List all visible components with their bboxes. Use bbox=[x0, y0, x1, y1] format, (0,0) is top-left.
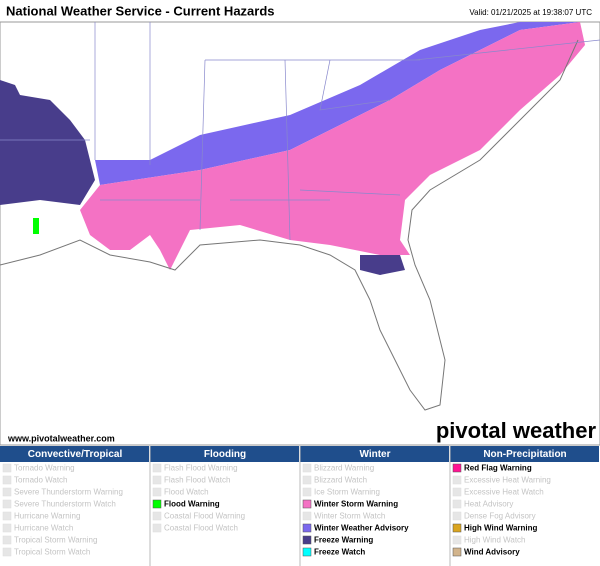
legend-swatch bbox=[302, 523, 312, 533]
legend-swatch bbox=[302, 511, 312, 521]
flood-warning-area bbox=[33, 218, 39, 234]
legend-label: Hurricane Watch bbox=[14, 524, 73, 533]
legend-label: Flash Flood Warning bbox=[164, 464, 238, 473]
legend-swatch bbox=[302, 463, 312, 473]
freeze-warning-area bbox=[0, 80, 95, 205]
legend-swatch bbox=[302, 487, 312, 497]
legend-label: Hurricane Warning bbox=[14, 512, 80, 521]
legend-label: Heat Advisory bbox=[464, 500, 513, 509]
legend-swatch bbox=[452, 499, 462, 509]
map bbox=[0, 21, 600, 446]
legend-label: Flood Watch bbox=[164, 488, 209, 497]
legend-swatch bbox=[152, 463, 162, 473]
legend-swatch bbox=[152, 487, 162, 497]
valid-time: Valid: 01/21/2025 at 19:38:07 UTC bbox=[469, 8, 592, 17]
legend-label: Tornado Warning bbox=[14, 464, 75, 473]
legend-swatch bbox=[152, 475, 162, 485]
legend-swatch bbox=[2, 535, 12, 545]
legend-title: Winter bbox=[359, 449, 390, 460]
legend-swatch bbox=[302, 499, 312, 509]
legend-swatch bbox=[452, 487, 462, 497]
legend-label: Freeze Warning bbox=[314, 536, 373, 545]
coastline bbox=[0, 39, 579, 411]
legend-swatch bbox=[2, 511, 12, 521]
legend-header bbox=[0, 446, 149, 462]
legend-swatch bbox=[302, 475, 312, 485]
legend: Convective/Tropical Tornado Warning Tornad… bbox=[0, 446, 599, 566]
legend-label: Tropical Storm Watch bbox=[14, 548, 90, 557]
legend-swatch bbox=[2, 499, 12, 509]
legend-label: Blizzard Warning bbox=[314, 464, 374, 473]
legend-swatch bbox=[152, 499, 162, 509]
legend-label: Flash Flood Watch bbox=[164, 476, 230, 485]
legend-swatch bbox=[302, 547, 312, 557]
advisory-area bbox=[95, 22, 580, 185]
legend-label: Winter Storm Watch bbox=[314, 512, 385, 521]
title: National Weather Service - Current Hazar… bbox=[6, 3, 275, 18]
legend-swatch bbox=[302, 535, 312, 545]
legend-label: Excessive Heat Warning bbox=[464, 476, 551, 485]
legend-label: Coastal Flood Warning bbox=[164, 512, 245, 521]
legend-swatch bbox=[152, 511, 162, 521]
legend-label: Blizzard Watch bbox=[314, 476, 367, 485]
legend-label: Tornado Watch bbox=[14, 476, 68, 485]
legend-swatch bbox=[452, 547, 462, 557]
legend-title: Convective/Tropical bbox=[28, 449, 123, 460]
logo: pivotal weather bbox=[436, 418, 597, 443]
legend-label: Excessive Heat Watch bbox=[464, 488, 544, 497]
legend-title: Non-Precipitation bbox=[483, 449, 566, 460]
legend-label: Freeze Watch bbox=[314, 548, 365, 557]
legend-label: Ice Storm Warning bbox=[314, 488, 380, 497]
website: www.pivotalweather.com bbox=[7, 433, 115, 443]
legend-swatch bbox=[452, 523, 462, 533]
legend-label: High Wind Warning bbox=[464, 524, 538, 533]
legend-label: Tropical Storm Warning bbox=[14, 536, 97, 545]
state-boundaries bbox=[0, 22, 600, 241]
legend-swatch bbox=[2, 475, 12, 485]
legend-label: Winter Weather Advisory bbox=[314, 524, 409, 533]
legend-swatch bbox=[452, 511, 462, 521]
legend-swatch bbox=[2, 463, 12, 473]
legend-label: Dense Fog Advisory bbox=[464, 512, 536, 521]
legend-label: High Wind Watch bbox=[464, 536, 526, 545]
legend-swatch bbox=[452, 463, 462, 473]
legend-header bbox=[300, 446, 449, 462]
legend-swatch bbox=[452, 475, 462, 485]
legend-label: Flood Warning bbox=[164, 500, 220, 509]
legend-swatch bbox=[452, 535, 462, 545]
legend-label: Red Flag Warning bbox=[464, 464, 532, 473]
legend-label: Severe Thunderstorm Warning bbox=[14, 488, 123, 497]
legend-title: Flooding bbox=[204, 449, 246, 460]
legend-label: Coastal Flood Watch bbox=[164, 524, 238, 533]
legend-swatch bbox=[2, 547, 12, 557]
legend-swatch bbox=[152, 523, 162, 533]
legend-swatch bbox=[2, 523, 12, 533]
legend-header bbox=[450, 446, 599, 462]
storm-warning-area bbox=[80, 22, 585, 270]
freeze-warning-area bbox=[360, 255, 405, 275]
legend-label: Winter Storm Warning bbox=[314, 500, 398, 509]
legend-label: Severe Thunderstorm Watch bbox=[14, 500, 116, 509]
legend-label: Wind Advisory bbox=[464, 548, 520, 557]
legend-swatch bbox=[2, 487, 12, 497]
legend-header bbox=[150, 446, 299, 462]
